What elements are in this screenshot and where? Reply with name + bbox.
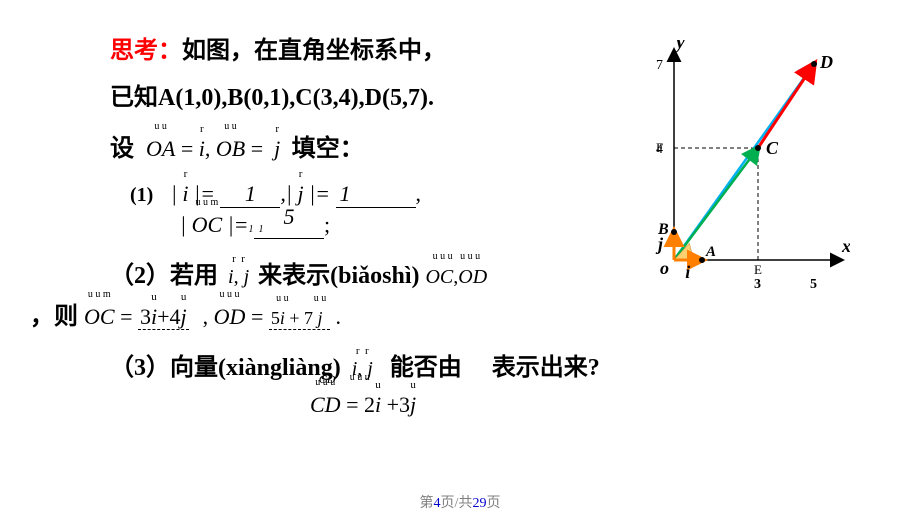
ans-oc: 5 xyxy=(284,204,295,229)
vec-oc: OC xyxy=(192,212,223,237)
item2b: ，则 u u mOC = 3u i +4u j , u u uOD = 5u u… xyxy=(30,296,880,331)
item2-tail: ，则 xyxy=(30,304,78,330)
svg-text:3: 3 xyxy=(754,277,761,292)
svg-text:B: B xyxy=(657,221,669,238)
svg-text:E: E xyxy=(754,262,762,277)
think-label: 思考： xyxy=(110,38,182,64)
svg-text:5: 5 xyxy=(810,277,817,292)
svg-text:4: 4 xyxy=(656,142,663,157)
set-label: 设 xyxy=(110,136,134,162)
slide: 思考：如图，在直角坐标系中， 已知A(1,0),B(0,1),C(3,4),D(… xyxy=(0,0,920,518)
svg-text:o: o xyxy=(660,258,669,278)
svg-text:x: x xyxy=(841,236,850,256)
svg-text:A: A xyxy=(705,244,716,260)
item3: （3）向量(xiàngliàng) CD r ri, ju u u 能否由 表示… xyxy=(110,347,880,382)
item3-mid: 能否由 xyxy=(390,355,462,381)
item3-label: （3）向量(xiàngliàng) xyxy=(110,355,341,381)
vec-oa: OA xyxy=(146,136,175,161)
ans-i: 1 xyxy=(220,181,280,208)
svg-text:i: i xyxy=(685,262,690,282)
coordinate-chart: xyoijABCDEF3547 xyxy=(630,40,850,290)
vec-ob: OB xyxy=(216,136,245,161)
svg-text:y: y xyxy=(674,40,685,53)
vec-j: j xyxy=(274,136,280,161)
vec-i: i xyxy=(199,136,205,161)
item2-mid: 来表示(biǎoshì) xyxy=(258,263,419,289)
item2-label: （2）若用 xyxy=(110,263,218,289)
svg-text:7: 7 xyxy=(656,58,663,73)
item1-label: (1) xyxy=(130,184,153,206)
svg-text:D: D xyxy=(819,52,833,72)
item3-tail: 表示出来? xyxy=(492,355,600,381)
page-number: 第4页/共29页 xyxy=(420,492,501,512)
line1-rest: 如图，在直角坐标系中， xyxy=(182,38,446,64)
eq3: u u uCD = 2u i +3u j xyxy=(110,392,880,418)
svg-text:C: C xyxy=(766,138,779,158)
ans-j: 1 xyxy=(336,181,416,208)
fill-label: 填空： xyxy=(292,136,364,162)
given-points: 已知A(1,0),B(0,1),C(3,4),D(5,7). xyxy=(110,85,434,111)
